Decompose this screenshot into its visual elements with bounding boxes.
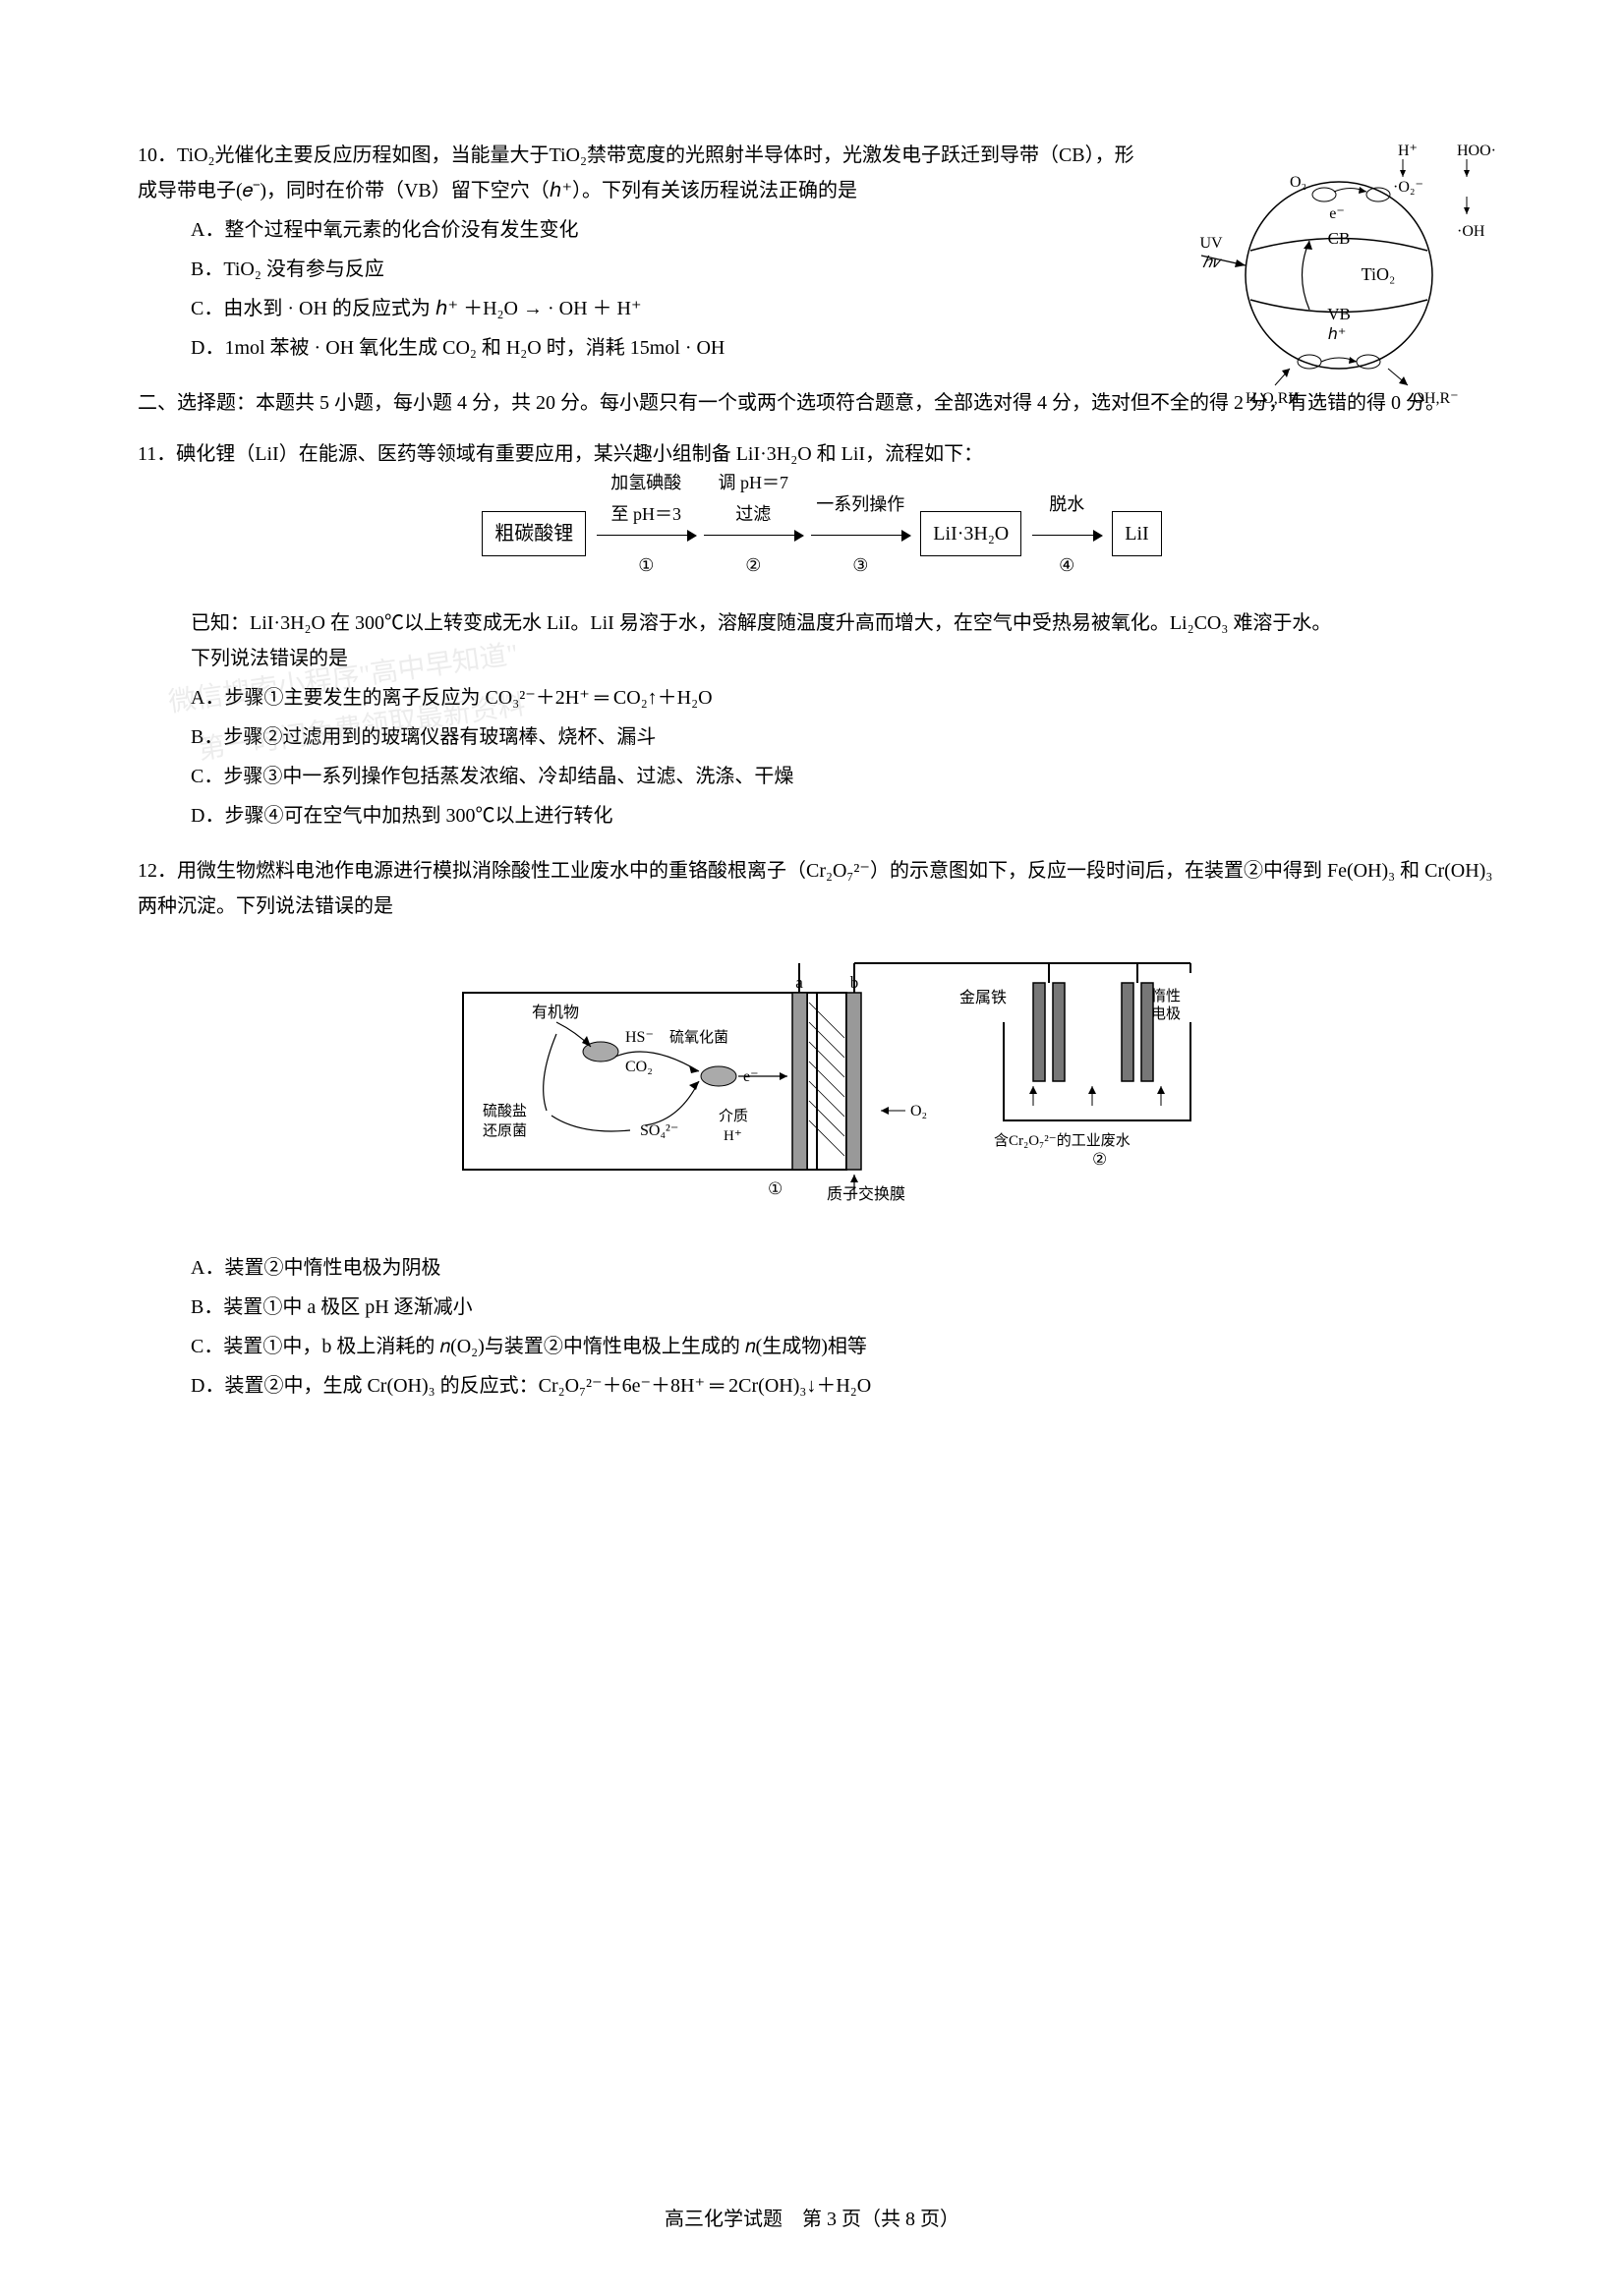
- arrow3-bottom: ③: [811, 549, 909, 581]
- q11-number: 11．: [138, 443, 176, 465]
- q12-number: 12．: [138, 860, 177, 882]
- flow-box-1: 粗碳酸锂: [482, 511, 586, 556]
- label-membrane: 质子交换膜: [827, 1185, 905, 1203]
- q11-option-c: C．步骤③中一系列操作包括蒸发浓缩、冷却结晶、过滤、洗涤、干燥: [138, 759, 1506, 794]
- q12-option-a: A．装置②中惰性电极为阴极: [138, 1250, 1506, 1286]
- label-bact2-2: 还原菌: [483, 1122, 527, 1139]
- flow-box-3: LiI: [1112, 511, 1161, 556]
- q12-option-b: B．装置①中 a 极区 pH 逐渐减小: [138, 1290, 1506, 1325]
- label-waste: 含Cr₂O₇²⁻的工业废水: [994, 1132, 1131, 1149]
- label-inert2: 电极: [1151, 1005, 1181, 1022]
- q11-option-a: A．步骤①主要发生的离子反应为 CO₃²⁻＋2H⁺ ═ CO₂↑＋H₂O: [138, 680, 1506, 716]
- q11-option-b: B．步骤②过滤用到的玻璃仪器有玻璃棒、烧杯、漏斗: [138, 719, 1506, 755]
- label-iron: 金属铁: [959, 989, 1007, 1006]
- label-co2: CO₂: [625, 1059, 653, 1075]
- label-circle2: ②: [1092, 1150, 1107, 1169]
- q12-text: 用微生物燃料电池作电源进行模拟消除酸性工业废水中的重铬酸根离子（Cr₂O₇²⁻）…: [138, 860, 1492, 917]
- label-o2a: O₂: [1290, 174, 1306, 191]
- q11-option-d: D．步骤④可在空气中加热到 300℃以上进行转化: [138, 798, 1506, 833]
- label-H: H⁺: [1398, 143, 1418, 159]
- label-vb: VB: [1327, 305, 1351, 323]
- label-OH: ·OH: [1457, 223, 1485, 240]
- arrow1-bottom: ①: [597, 549, 695, 581]
- label-hv: ℎ𝜈: [1202, 255, 1222, 271]
- q11-text: 碘化锂（LiI）在能源、医药等领域有重要应用，某兴趣小组制备 LiI·3H₂O …: [176, 443, 983, 465]
- label-cb: CB: [1328, 229, 1351, 248]
- arrow1-top: 加氢碘酸 至 pH＝3: [597, 467, 695, 531]
- q10-number: 10．: [138, 144, 177, 166]
- arrow3-top: 一系列操作: [811, 488, 909, 520]
- q11-flowchart: 粗碳酸锂 加氢碘酸 至 pH＝3 ① 调 pH＝7 过滤 ② 一系列操作 ③ L…: [138, 511, 1506, 556]
- label-bact2-1: 硫酸盐: [483, 1103, 527, 1119]
- label-o2: O₂: [910, 1103, 927, 1119]
- label-circle1: ①: [768, 1179, 783, 1198]
- q11-known: 已知：LiI·3H₂O 在 300℃以上转变成无水 LiI。LiI 易溶于水，溶…: [191, 605, 1506, 641]
- label-tio2: TiO₂: [1362, 264, 1396, 284]
- label-bl: H₂O,RH: [1246, 390, 1300, 407]
- q12-option-d: D．装置②中，生成 Cr(OH)₃ 的反应式：Cr₂O₇²⁻＋6e⁻＋8H⁺ ═…: [138, 1368, 1506, 1404]
- question-11: 11．碘化锂（LiI）在能源、医药等领域有重要应用，某兴趣小组制备 LiI·3H…: [138, 436, 1506, 833]
- label-med2: H⁺: [724, 1128, 742, 1144]
- label-med1: 介质: [719, 1108, 748, 1124]
- label-br: ·OH,R⁻: [1408, 390, 1459, 407]
- flow-box-2: LiI·3H₂O: [920, 511, 1021, 556]
- label-HOO: HOO·: [1457, 143, 1496, 159]
- q11-ask: 下列说法错误的是: [138, 641, 1506, 676]
- arrow4-top: 脱水: [1032, 488, 1101, 520]
- question-10: CB VB TiO₂ e⁻ ℎ⁺ UV ℎ𝜈 O₂ ·O₂⁻ H⁺ HOO·: [138, 138, 1506, 366]
- label-o2b: ·O₂⁻: [1393, 179, 1423, 196]
- label-hs: HS⁻: [625, 1029, 654, 1046]
- arrow2-top: 调 pH＝7 过滤: [704, 467, 802, 531]
- q12-diagram: a b 有机物 HS⁻ 硫氧化菌 CO₂ e⁻ 硫酸盐 还原菌 SO₄²⁻ 介质…: [138, 944, 1506, 1231]
- q10-diagram: CB VB TiO₂ e⁻ ℎ⁺ UV ℎ𝜈 O₂ ·O₂⁻ H⁺ HOO·: [1172, 138, 1506, 425]
- label-uv: UV: [1199, 235, 1223, 252]
- q10-text: TiO₂光催化主要反应历程如图，当能量大于TiO₂禁带宽度的光照射半导体时，光激…: [138, 144, 1134, 201]
- page-footer: 高三化学试题 第 3 页（共 8 页）: [0, 2202, 1624, 2237]
- label-h: ℎ⁺: [1328, 326, 1347, 343]
- q12-option-c: C．装置①中，b 极上消耗的 𝑛(O₂)与装置②中惰性电极上生成的 𝑛(生成物)…: [138, 1329, 1506, 1364]
- arrow4-bottom: ④: [1032, 549, 1101, 581]
- label-inert1: 惰性: [1151, 988, 1181, 1004]
- question-12: 12．用微生物燃料电池作电源进行模拟消除酸性工业废水中的重铬酸根离子（Cr₂O₇…: [138, 853, 1506, 1404]
- label-organic: 有机物: [532, 1004, 579, 1021]
- label-bact1: 硫氧化菌: [669, 1029, 728, 1046]
- label-e: e⁻: [1329, 205, 1345, 222]
- arrow2-bottom: ②: [704, 549, 802, 581]
